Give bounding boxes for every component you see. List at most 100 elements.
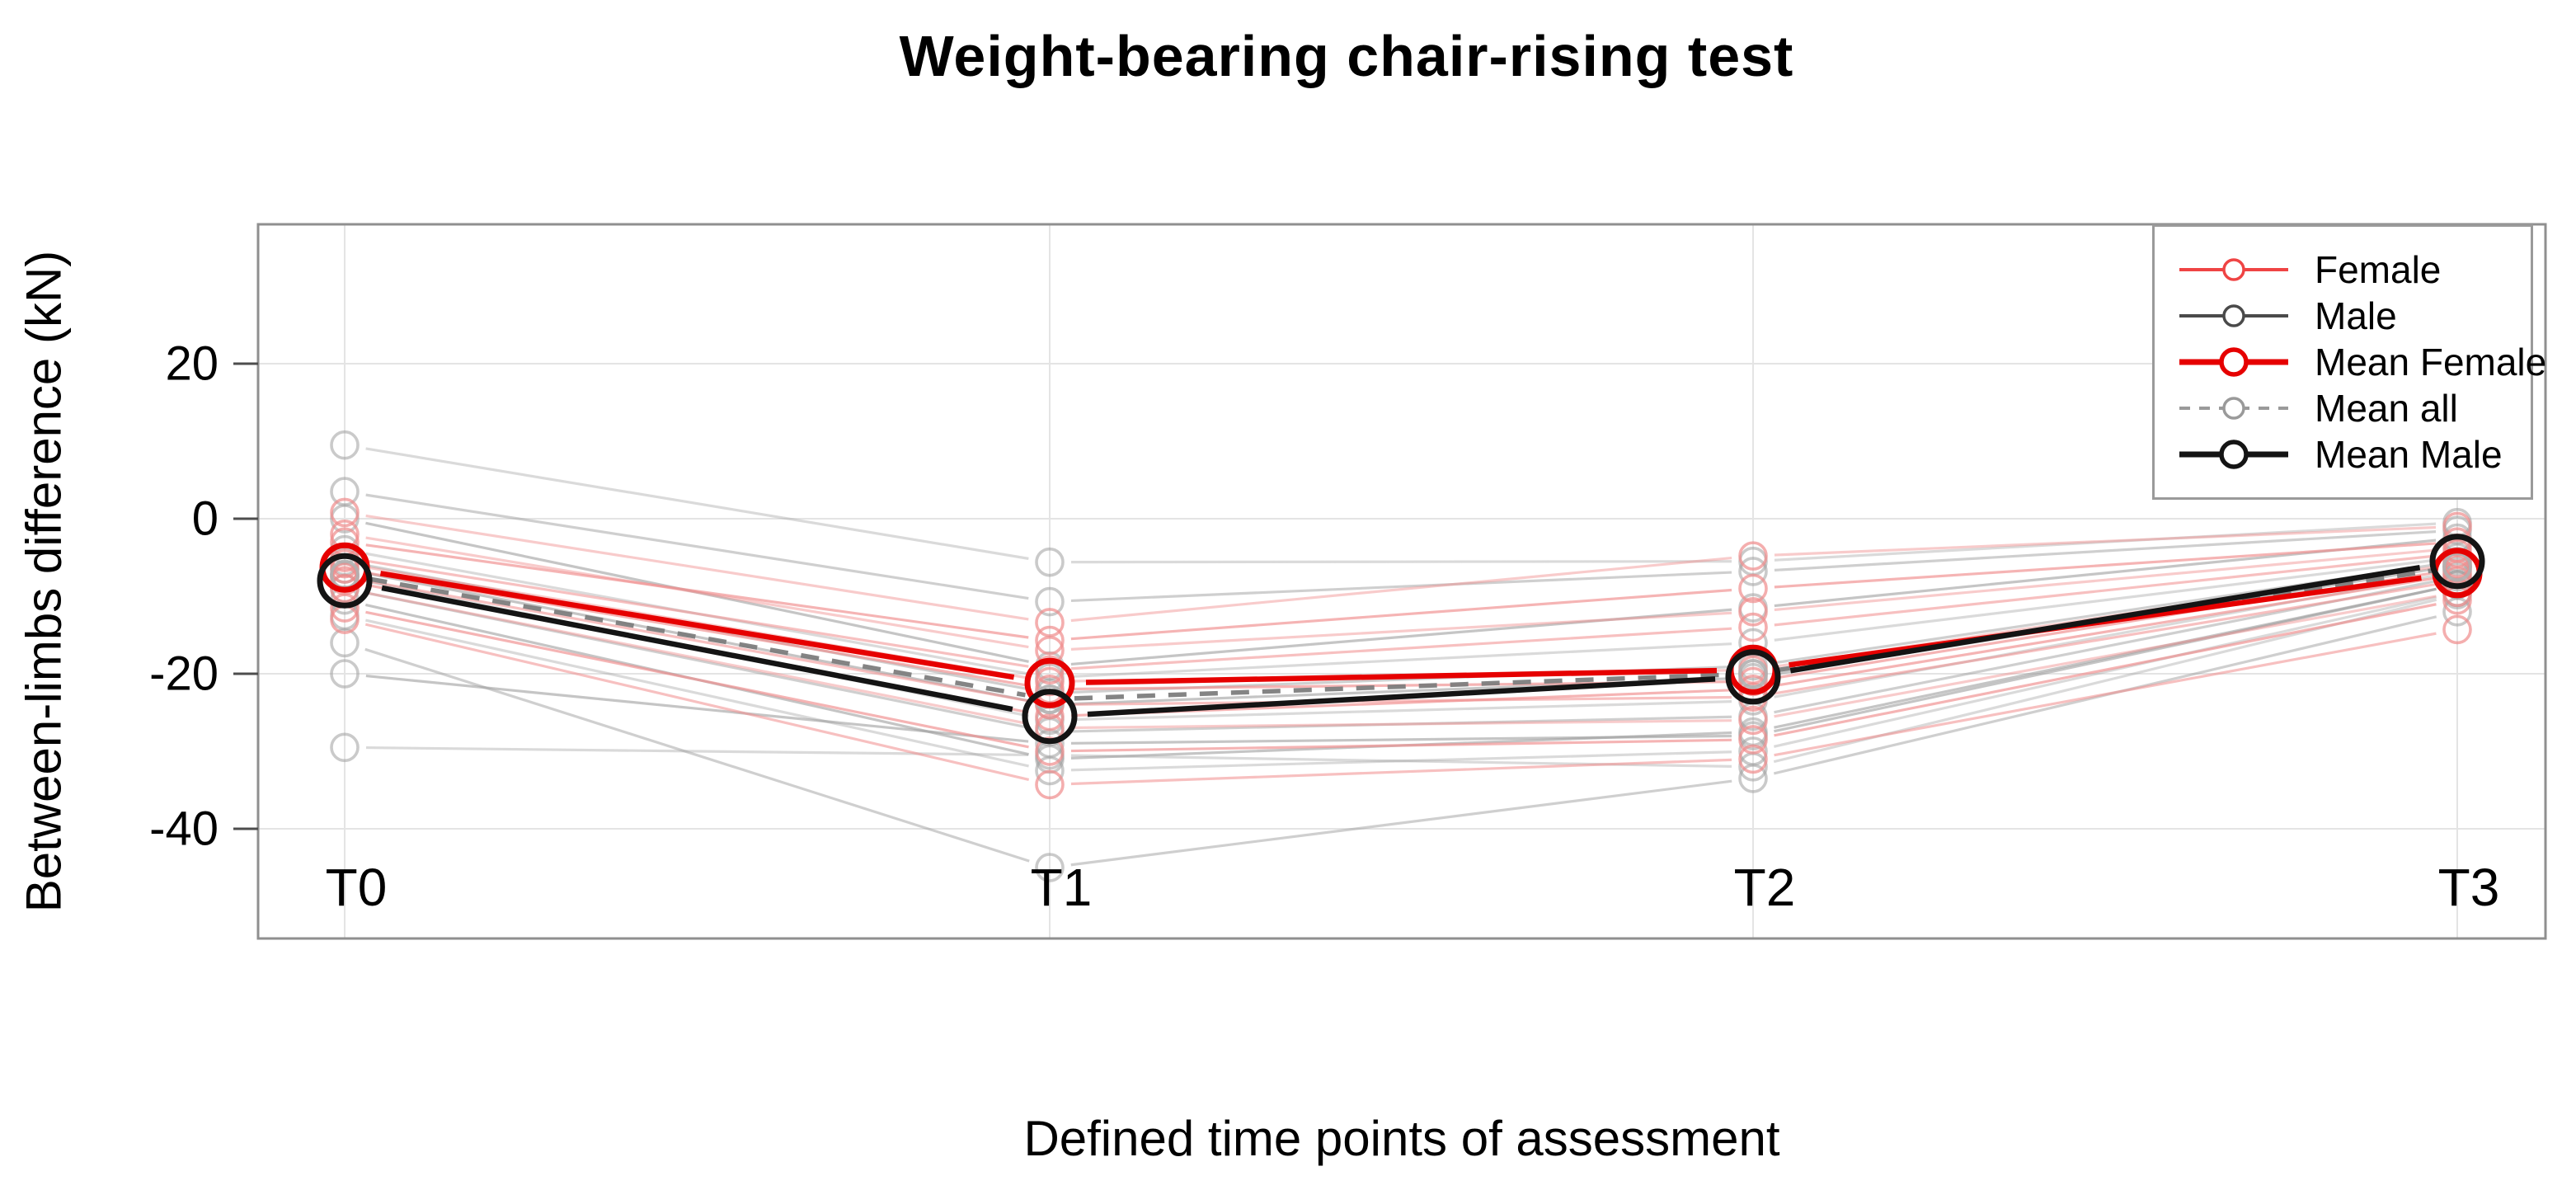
legend-marker-icon [2179, 440, 2288, 469]
x-category-label: T0 [326, 858, 388, 917]
subject-line-male [365, 591, 1029, 729]
subject-point-male [330, 732, 360, 763]
subject-line-male [1774, 530, 2437, 572]
subject-point-female [1035, 635, 1065, 666]
subject-line-female [1774, 548, 2437, 612]
subject-point-female [1738, 705, 1768, 736]
subject-line-male [1070, 700, 1732, 722]
mean-all-line [369, 576, 1026, 698]
subject-line-male [1774, 595, 2437, 748]
subject-line-male [1070, 608, 1732, 666]
subject-line-female [1070, 695, 1732, 706]
legend-label: Mean Male [2315, 433, 2503, 476]
mean-male-point [1022, 689, 1078, 745]
mean-male-line [1087, 676, 1716, 717]
subject-point-male [330, 430, 360, 460]
legend-item-female: Female [2176, 247, 2531, 293]
subject-line-female [365, 579, 1029, 703]
subject-point-female [1738, 725, 1768, 755]
subject-line-female [1774, 542, 2437, 589]
x-axis-label: Defined time points of assessment [1023, 1111, 1780, 1166]
subject-line-male [1070, 642, 1732, 679]
subject-point-male [1738, 764, 1768, 793]
subject-line-female [1774, 525, 2437, 557]
subject-line-female [1070, 627, 1732, 670]
subject-line-male [365, 674, 1029, 743]
subject-line-male [365, 619, 1029, 768]
mean-female-point [1024, 657, 1075, 708]
subject-line-male [364, 647, 1030, 863]
legend-item-mean-all: Mean all [2176, 385, 2531, 431]
subject-line-male [365, 493, 1029, 600]
subject-point-male [1738, 557, 1768, 586]
subject-point-female [1035, 736, 1065, 766]
subject-line-male [1070, 754, 1732, 768]
subject-line-male [1070, 779, 1732, 867]
subject-point-female [1035, 625, 1065, 656]
subject-line-female [365, 559, 1029, 668]
mean-male-line [1789, 564, 2421, 674]
subject-point-female [1738, 596, 1768, 627]
subject-line-female [364, 623, 1030, 782]
subject-line-male [1774, 558, 2437, 642]
subject-line-male [365, 571, 1029, 703]
subject-line-male [1070, 571, 1732, 603]
subject-line-male [1070, 715, 1732, 733]
subject-point-female [2442, 614, 2472, 645]
x-category-label: T1 [1031, 858, 1093, 917]
subject-line-female [1774, 603, 2437, 737]
subject-line-female [365, 536, 1029, 649]
subject-point-female [1035, 666, 1065, 697]
subject-point-female [1738, 573, 1768, 604]
subject-line-female [1774, 582, 2437, 695]
subject-point-female [1035, 769, 1065, 800]
subject-line-male [1774, 522, 2437, 562]
legend-label: Female [2315, 248, 2442, 291]
subject-point-female [330, 497, 360, 528]
y-tick-label: -40 [149, 802, 219, 856]
subject-point-male [330, 628, 360, 658]
y-tick-label: -20 [149, 647, 219, 701]
subject-point-male [1035, 547, 1065, 577]
subject-line-female [365, 514, 1029, 621]
subject-line-female [1070, 719, 1732, 730]
subject-line-male [1070, 750, 1732, 772]
subject-line-female [1774, 595, 2437, 718]
subject-point-female [1035, 655, 1065, 685]
y-tick-label: 0 [192, 492, 219, 546]
legend-marker-icon [2179, 397, 2288, 420]
subject-line-female [1070, 556, 1732, 623]
legend: Female Male Mean Female Mean all Mean Male [2152, 224, 2546, 500]
y-tick-label: 20 [165, 337, 219, 391]
x-category-label: T2 [1734, 858, 1796, 917]
legend-item-mean-male: Mean Male [2176, 431, 2531, 477]
legend-marker-icon [2179, 258, 2288, 281]
y-axis-label: Between-limbs difference (kN) [16, 250, 72, 913]
subject-point-female [1035, 608, 1065, 637]
subject-line-female [1774, 632, 2437, 757]
chart-title: Weight-bearing chair-rising test [899, 24, 1794, 88]
subject-line-female [1774, 576, 2437, 688]
subject-line-male [1774, 587, 2437, 733]
subject-point-female [1738, 744, 1768, 774]
subject-line-female [365, 543, 1029, 639]
subject-line-female [1070, 588, 1732, 641]
subject-point-male [1035, 586, 1065, 617]
mean-all-line [1074, 672, 1729, 701]
x-category-label: T3 [2438, 858, 2500, 917]
subject-line-female [365, 610, 1029, 749]
subject-point-female [1738, 612, 1768, 642]
legend-item-male: Male [2176, 293, 2531, 339]
subject-line-female [1774, 554, 2437, 627]
plot-border [256, 223, 2547, 940]
subject-point-male [1035, 853, 1065, 882]
legend-marker-icon [2179, 304, 2288, 327]
legend-label: Mean Female [2315, 341, 2547, 383]
legend-item-mean-female: Mean Female [2176, 339, 2546, 385]
subject-point-female [1738, 541, 1768, 571]
legend-marker-icon [2179, 347, 2288, 377]
mean-female-line [1085, 667, 1718, 685]
mean-female-line [379, 571, 1015, 680]
mean-male-line [381, 585, 1013, 713]
